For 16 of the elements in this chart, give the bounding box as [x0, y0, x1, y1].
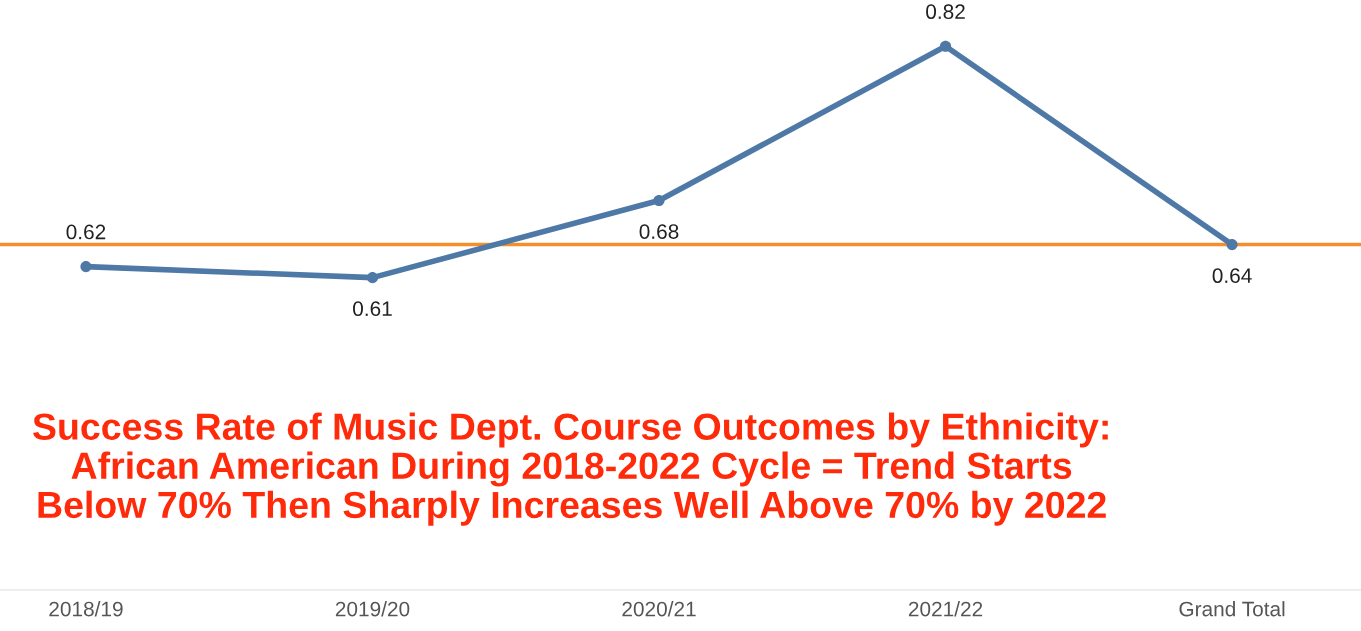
- point: [653, 194, 665, 207]
- x-tick-label: 2021/22: [908, 601, 983, 617]
- point: [939, 40, 952, 52]
- data-label: 0.82: [926, 4, 965, 20]
- point: [1226, 239, 1238, 251]
- data-label: 0.61: [353, 301, 392, 317]
- x-tick-label: 2019/20: [335, 601, 410, 617]
- text: Success Rate of Music Dept. Course Outcomes by Ethnicity: African American During 2018-2022 Cycle = Trend Starts Below 70% Then Sharply Increases Well Above 70% by 2022: [33, 412, 1108, 526]
- x-tick-label: 2018/19: [49, 601, 123, 617]
- data-label: 0.68: [639, 224, 679, 239]
- data-label: 0.64: [1212, 268, 1252, 284]
- data-label: 0.62: [66, 224, 106, 240]
- x-tick-label: Grand Total: [1179, 601, 1285, 617]
- point: [80, 261, 92, 273]
- x-tick-label: 2020/21: [622, 601, 696, 617]
- point: [366, 272, 379, 284]
